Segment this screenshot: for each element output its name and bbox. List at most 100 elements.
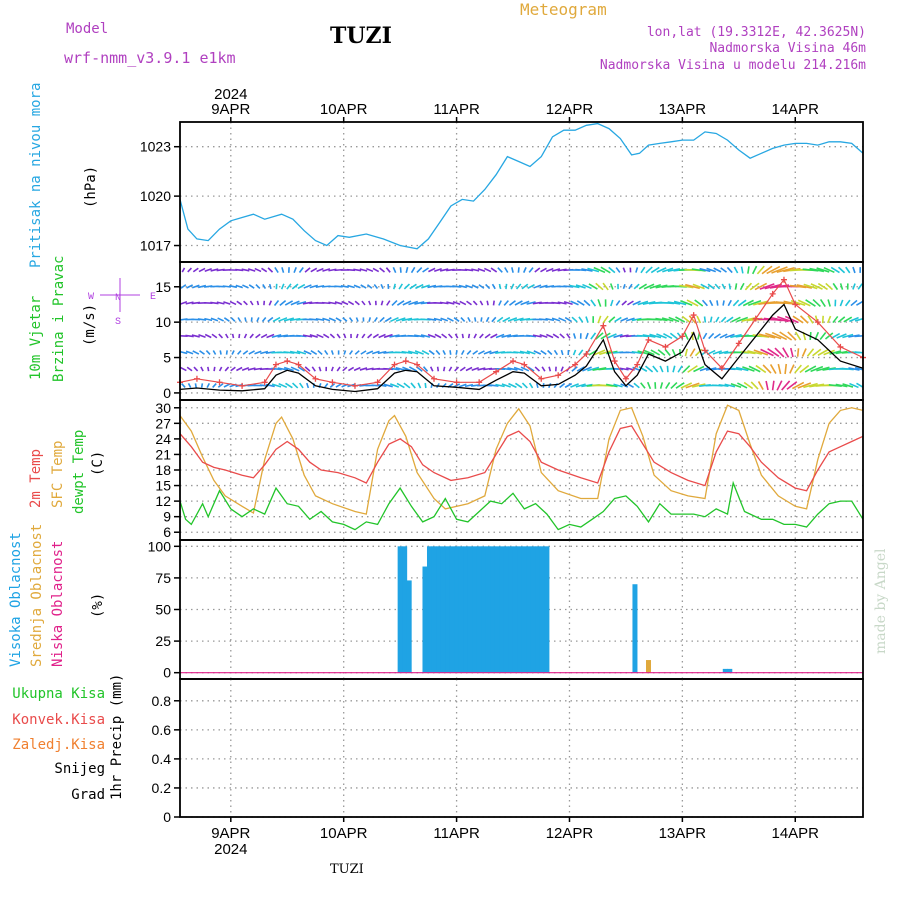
wind-arrow [459, 366, 466, 372]
wind-arrow [781, 380, 791, 391]
wind-arrow [399, 267, 402, 273]
wind-arrow [271, 383, 282, 388]
wind-arrow [260, 350, 269, 355]
wind-arrow [777, 363, 782, 375]
panel-temperature [174, 399, 864, 541]
wind-arrow [803, 382, 818, 389]
wind-arrow [835, 350, 848, 355]
wind-arrow [685, 382, 700, 389]
wind-arrow [342, 317, 348, 322]
y-tick-label: 0 [163, 385, 171, 401]
wind-arrow [353, 284, 361, 289]
wind-arrow [571, 316, 578, 323]
wind-arrow [650, 349, 661, 356]
gust-marker [193, 375, 200, 382]
wind-arrow [216, 301, 225, 305]
wind-arrow [316, 333, 324, 339]
wind-arrow [771, 266, 788, 274]
wind-arrow [446, 301, 455, 305]
wind-arrow [731, 316, 741, 323]
wind-arrow [439, 268, 449, 272]
wind-arrow [520, 300, 530, 306]
wind-arrow [194, 383, 197, 388]
wind-arrow [433, 317, 443, 322]
wind-arrow [852, 283, 856, 290]
wind-arrow [297, 366, 306, 372]
wind-arrow [588, 283, 598, 290]
wind-arrow [597, 315, 602, 324]
wind-arrow [665, 382, 671, 389]
wind-arrow [268, 300, 273, 306]
wind-arrow [749, 282, 760, 291]
wind-arrow [671, 348, 677, 357]
wind-arrow [309, 284, 318, 289]
wind-arrow [347, 366, 355, 372]
wind-arrow [673, 300, 687, 306]
wind-arrow [649, 333, 662, 339]
cloud-bar-high_cloud [526, 546, 532, 673]
wind-arrow [606, 333, 617, 339]
wind-arrow [842, 383, 854, 388]
y-tick-label: 0.2 [152, 780, 172, 796]
wind-arrow [185, 301, 194, 305]
wind-arrow [213, 366, 216, 372]
wind-arrow [730, 333, 742, 339]
wind-arrow [691, 383, 706, 388]
wind-unit-label: (m/s) [82, 303, 98, 346]
wind-arrow [464, 383, 474, 388]
wind-arrow [386, 300, 391, 306]
wind-arrow [786, 381, 798, 390]
wind-arrow [330, 366, 334, 372]
wind-arrow [268, 283, 272, 290]
wind-arrow [372, 333, 379, 339]
wind-arrow [272, 316, 281, 323]
gust-marker [295, 361, 302, 368]
wind-arrow [527, 366, 535, 372]
wind-arrow [839, 299, 844, 307]
wind-arrow [484, 333, 491, 339]
wind-arrow [816, 267, 830, 273]
wind-arrow [192, 267, 199, 273]
wind-arrow [789, 364, 795, 374]
wind-arrow [467, 333, 471, 339]
cloud-bar-high_cloud [476, 546, 482, 673]
wind-arrow [296, 350, 307, 355]
wind-arrow [237, 317, 242, 322]
wind-arrow [794, 364, 802, 374]
wind-arrow [605, 383, 618, 388]
wind-arrow [503, 300, 509, 306]
wind-arrow [315, 317, 325, 322]
gust-marker [769, 290, 776, 297]
wind-arrow [448, 366, 453, 372]
wind-arrow [483, 267, 492, 273]
gust-marker [622, 375, 629, 382]
wind-arrow [637, 300, 649, 306]
wind-arrow [340, 285, 349, 288]
wind-arrow [460, 316, 466, 323]
wind-arrow [620, 383, 629, 388]
wind-arrow [230, 317, 236, 322]
wind-arrow [514, 300, 523, 306]
wind-arrow [652, 365, 659, 373]
wind-arrow [693, 365, 705, 373]
wind-arrow [324, 349, 329, 356]
wind-arrow [754, 282, 768, 291]
wind-arrow [791, 381, 805, 390]
wind-arrow [526, 350, 536, 355]
y-tick-label: 18 [155, 462, 171, 478]
temp-dew-label: dewpt Temp [71, 429, 87, 514]
y-tick-label: 0.8 [152, 693, 172, 709]
gust-marker [679, 333, 686, 340]
wind-arrow [620, 317, 629, 322]
gust-marker [374, 379, 381, 386]
wind-arrow [714, 283, 721, 290]
wind-arrow [680, 382, 693, 389]
wind-arrow [504, 267, 509, 273]
wind-arrow [655, 317, 668, 322]
wind-arrow [687, 365, 698, 373]
wind-arrow [361, 333, 366, 339]
y-tick-label: 5 [163, 350, 171, 366]
wind-arrow [520, 366, 530, 372]
top-day-label: 10APR [320, 101, 368, 118]
wind-arrow [582, 366, 592, 372]
